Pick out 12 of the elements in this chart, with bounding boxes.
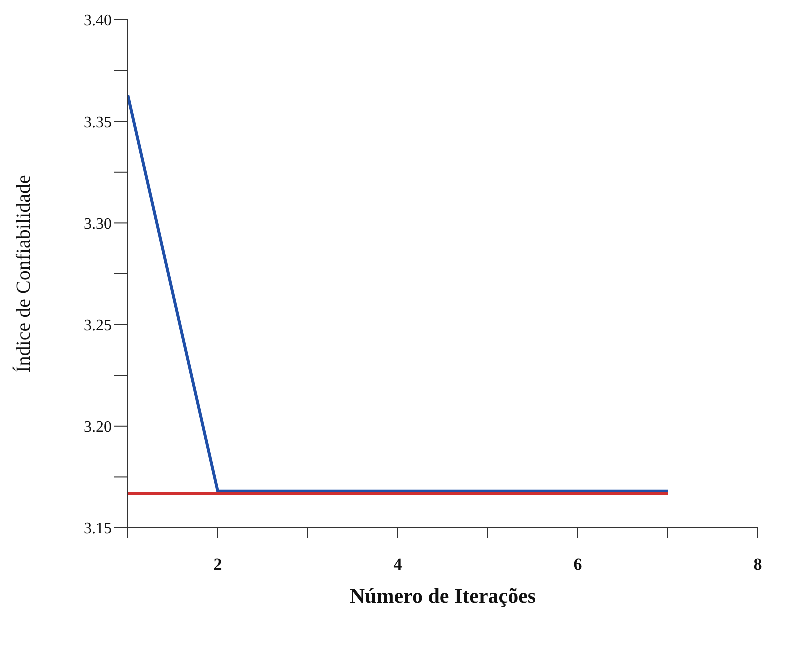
y-tick-label: 3.15: [84, 520, 112, 538]
y-tick-label: 3.25: [84, 317, 112, 334]
y-tick-label: 3.35: [84, 114, 112, 132]
x-tick-label: 4: [394, 555, 403, 574]
y-axis-title: Índice de Confiabilidade: [12, 175, 36, 373]
x-tick-label: 2: [214, 555, 222, 574]
y-tick-label: 3.40: [84, 12, 112, 30]
y-tick-label: 3.20: [84, 419, 112, 436]
x-tick-label: 6: [574, 555, 582, 574]
x-tick-label: 8: [754, 555, 762, 574]
y-tick-label: 3.30: [84, 216, 112, 233]
x-axis-title: Número de Iterações: [350, 584, 536, 608]
